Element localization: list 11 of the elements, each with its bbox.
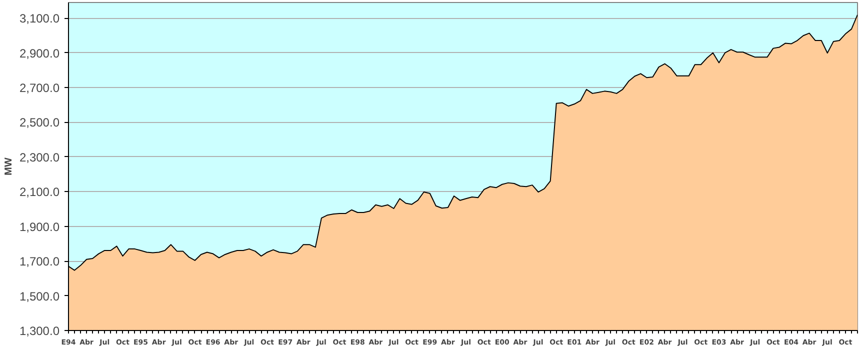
y-tick-label: 2,300.0 (19, 150, 60, 164)
y-tick-label: 1,500.0 (19, 289, 60, 304)
y-tick-label: 1,700.0 (19, 254, 60, 269)
y-axis-title: MW (3, 157, 14, 176)
y-tick-label: 3,100.0 (19, 12, 60, 26)
y-tick-label: 2,700.0 (19, 81, 60, 96)
y-tick-label: 2,100.0 (19, 185, 60, 200)
y-tick-label: 1,300.0 (19, 324, 60, 338)
y-tick-label: 2,900.0 (19, 46, 60, 60)
y-tick-label: 2,500.0 (19, 116, 60, 130)
y-tick-label: 1,900.0 (19, 220, 60, 234)
